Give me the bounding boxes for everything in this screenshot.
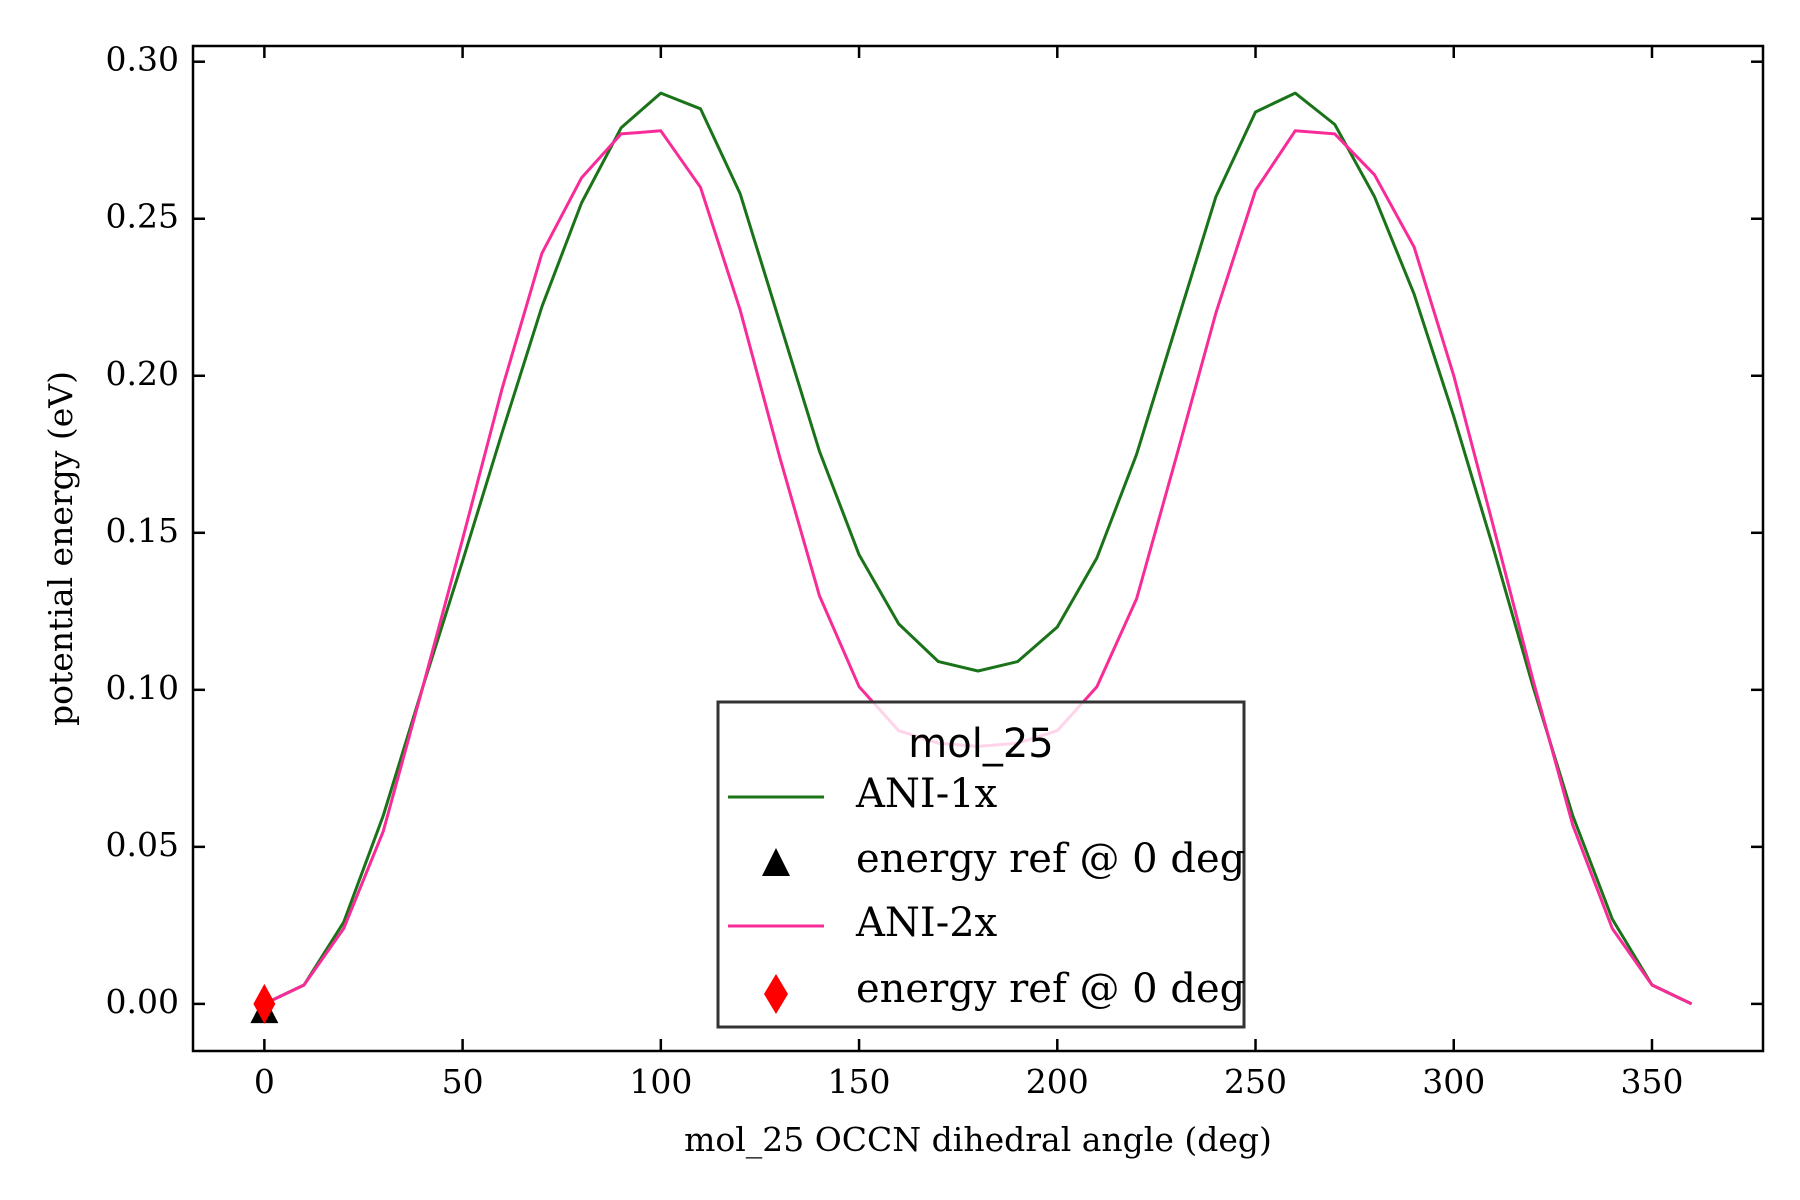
series-line-ani-1x bbox=[263, 91, 1693, 1006]
legend: mol_25 ANI-1x energy ref @ 0 deg ANI-2x … bbox=[716, 700, 1246, 1029]
ref-marker-diamond bbox=[253, 983, 276, 1024]
x-tick-label: 50 bbox=[442, 1062, 484, 1101]
y-tick-label: 0.00 bbox=[106, 982, 179, 1021]
x-tick-label: 150 bbox=[828, 1062, 891, 1101]
legend-title: mol_25 bbox=[908, 721, 1053, 767]
legend-label-ref-2x: energy ref @ 0 deg bbox=[856, 966, 1245, 1012]
y-tick-label: 0.30 bbox=[106, 40, 179, 79]
legend-swatch-diamond bbox=[764, 974, 788, 1014]
legend-label-ani-1x: ANI-1x bbox=[855, 771, 998, 817]
x-tick-label: 200 bbox=[1026, 1062, 1089, 1101]
legend-label-ref-1x: energy ref @ 0 deg bbox=[856, 836, 1245, 882]
plot-frame bbox=[191, 44, 1765, 1053]
x-tick-label: 0 bbox=[254, 1062, 275, 1101]
x-tick-label: 350 bbox=[1620, 1062, 1683, 1101]
x-tick-label: 300 bbox=[1422, 1062, 1485, 1101]
x-tick-label: 100 bbox=[629, 1062, 692, 1101]
y-axis-label: potential energy (eV) bbox=[41, 371, 80, 726]
y-tick-label: 0.25 bbox=[106, 197, 179, 236]
legend-box bbox=[716, 700, 1246, 1029]
legend-swatch-triangle bbox=[762, 848, 790, 876]
y-tick-label: 0.05 bbox=[106, 825, 179, 864]
x-tick-label: 250 bbox=[1224, 1062, 1287, 1101]
y-tick-label: 0.10 bbox=[106, 668, 179, 707]
axes: 0 50 100 150 200 250 300 350 0.00 0.05 0.10 0.15 0.2… bbox=[41, 40, 1765, 1160]
y-tick-label: 0.15 bbox=[106, 511, 179, 550]
y-tick-label: 0.20 bbox=[106, 354, 179, 393]
legend-label-ani-2x: ANI-2x bbox=[855, 900, 998, 946]
x-axis-label: mol_25 OCCN dihedral angle (deg) bbox=[684, 1120, 1272, 1160]
